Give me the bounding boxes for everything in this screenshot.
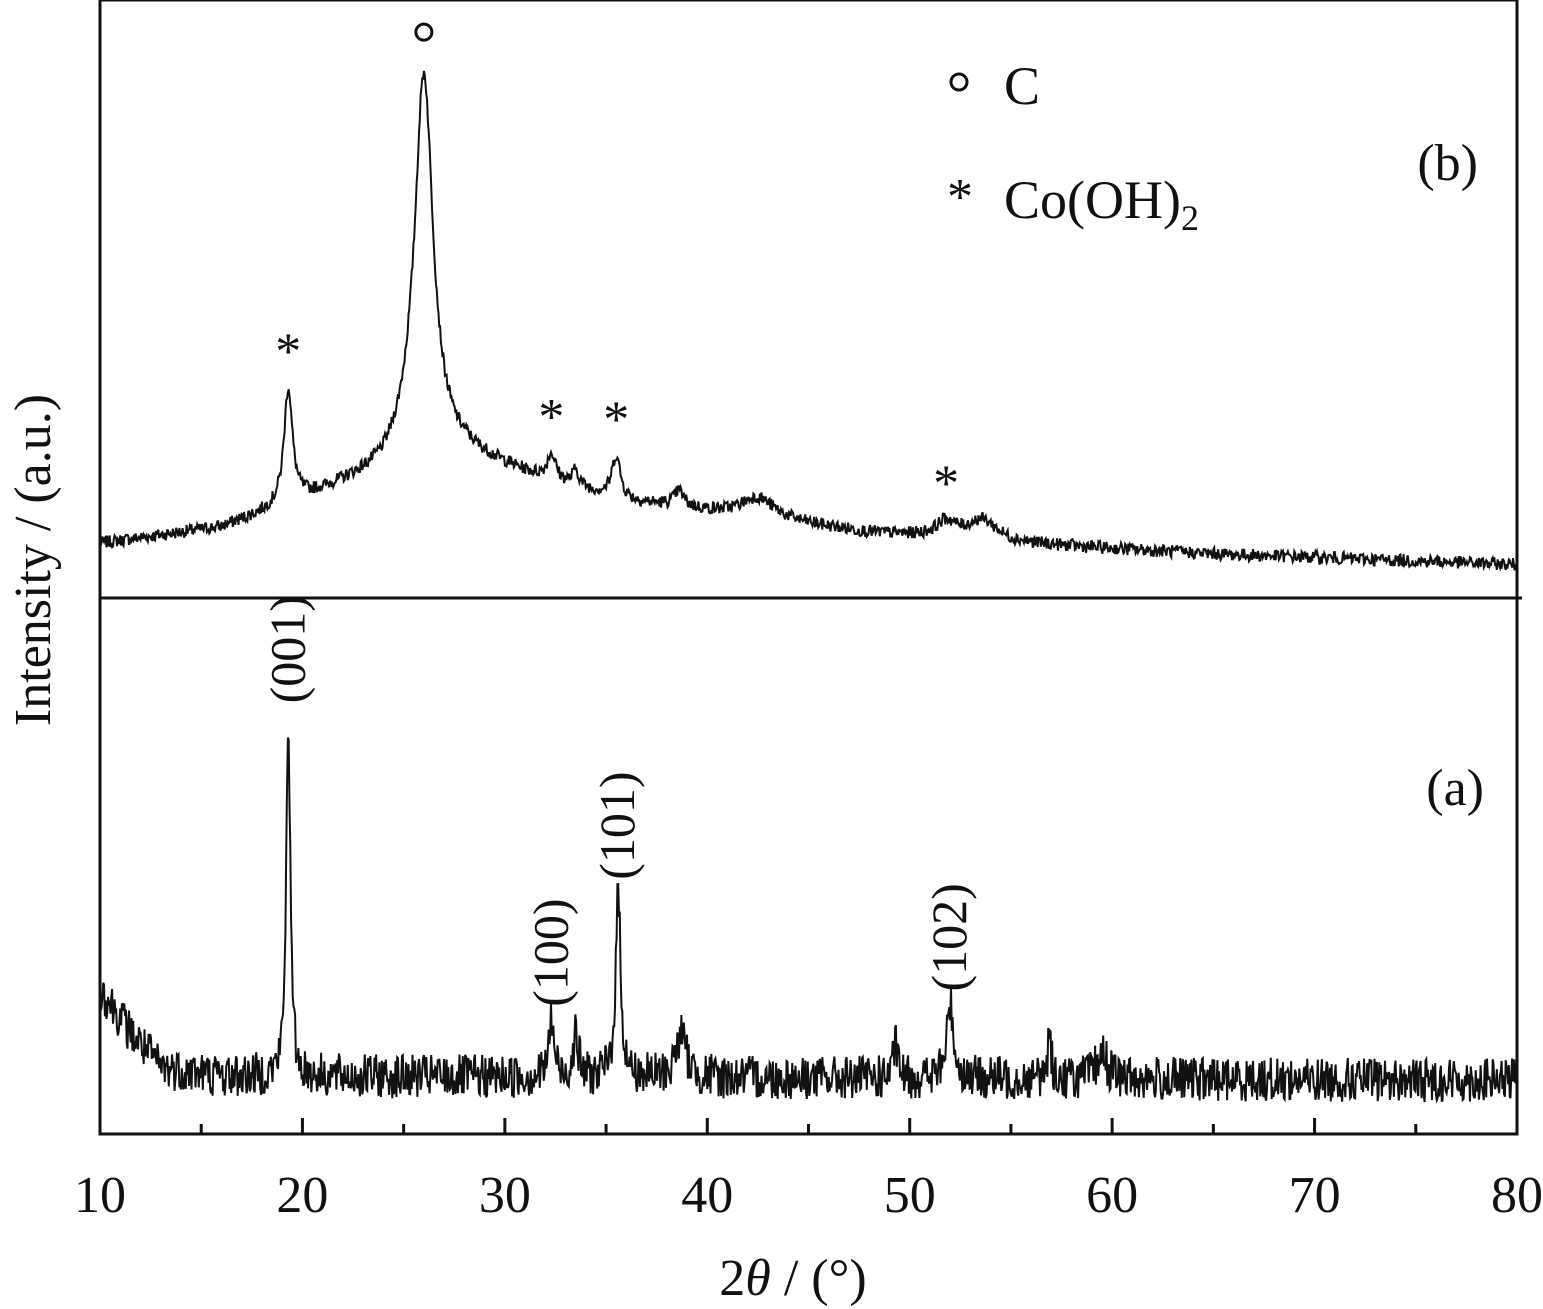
peak-marker-asterisk: * — [275, 323, 301, 380]
legend: C * Co(OH)2 — [947, 56, 1199, 238]
x-ticks — [98, 1118, 1519, 1134]
x-tick-label: 80 — [1491, 1167, 1543, 1224]
peak-markers: * * * * — [275, 22, 959, 512]
hkl-label: (001) — [259, 595, 315, 703]
x-axis-label-prefix: 2 — [719, 1250, 745, 1307]
hkl-labels: (001) (100)(101) (102) — [259, 595, 977, 1007]
peak-marker-asterisk: * — [538, 389, 564, 446]
x-tick-labels: 10 20 30 40 50 60 70 80 — [74, 1167, 1543, 1224]
hkl-label: (100) — [522, 898, 578, 1006]
x-axis-label-theta: θ — [745, 1250, 771, 1307]
x-tick-label: 70 — [1289, 1167, 1341, 1224]
legend-label-cooh2: Co(OH)2 — [1004, 170, 1199, 238]
x-tick-label: 40 — [681, 1167, 733, 1224]
peak-marker-asterisk: * — [603, 392, 629, 449]
hkl-label: (102) — [921, 883, 977, 991]
x-tick-label: 30 — [479, 1167, 531, 1224]
series-a-line — [99, 737, 1518, 1104]
legend-asterisk-marker: * — [947, 169, 973, 226]
x-axis-label: 2θ / (°) — [719, 1250, 866, 1307]
series-b-line — [99, 70, 1518, 572]
legend-label-cooh2-sub: 2 — [1181, 198, 1199, 238]
peak-marker-asterisk: * — [933, 455, 959, 512]
panel-label-b: (b) — [1417, 135, 1478, 192]
x-tick-label: 10 — [74, 1167, 126, 1224]
x-axis-label-suffix: / (°) — [771, 1250, 867, 1307]
legend-circle-marker — [949, 72, 969, 92]
y-axis-label: Intensity / (a.u.) — [5, 394, 62, 726]
legend-label-c: C — [1004, 56, 1040, 116]
panel-label-a: (a) — [1426, 760, 1484, 817]
x-tick-label: 60 — [1086, 1167, 1138, 1224]
peak-marker-circle — [414, 22, 434, 42]
legend-label-cooh2-main: Co(OH) — [1004, 170, 1181, 230]
x-tick-label: 50 — [884, 1167, 936, 1224]
hkl-label: (101) — [589, 771, 645, 879]
x-tick-label: 20 — [276, 1167, 328, 1224]
plot-frame — [98, 0, 1519, 1136]
